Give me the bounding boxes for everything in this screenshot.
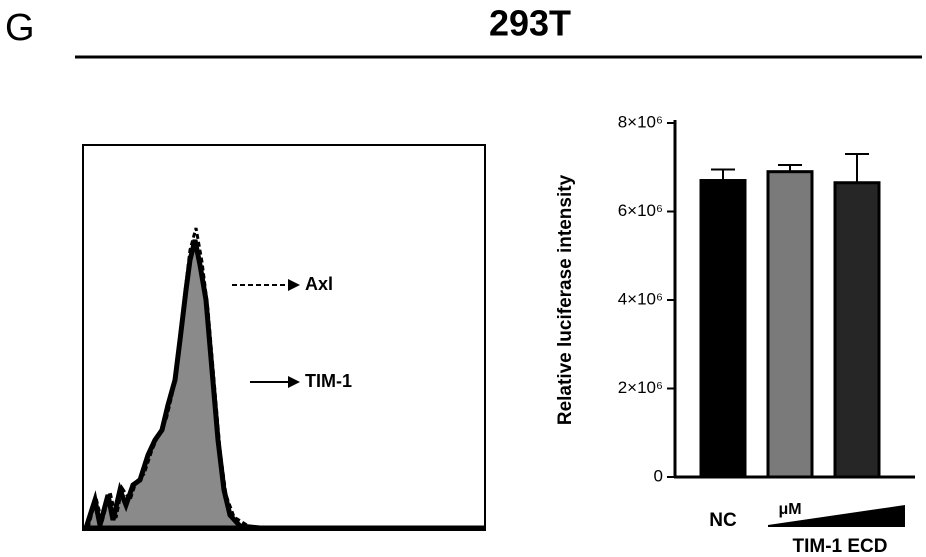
panel-label: G xyxy=(5,7,35,49)
group-unit: μM xyxy=(778,501,801,518)
bar xyxy=(699,179,747,479)
title: 293T xyxy=(489,3,571,44)
x-tick-label: NC xyxy=(709,510,737,531)
concentration-wedge xyxy=(768,505,905,527)
tim1-curve xyxy=(82,239,484,531)
bar xyxy=(833,181,881,479)
axl-curve xyxy=(86,227,485,530)
y-tick-label: 6×10⁶ xyxy=(618,201,663,220)
y-axis-label: Relative luciferase intensity xyxy=(555,174,576,425)
bar xyxy=(766,170,814,479)
group-label: TIM-1 ECD xyxy=(793,536,888,557)
y-tick-label: 0 xyxy=(654,466,663,485)
y-tick-label: 8×10⁶ xyxy=(618,112,663,131)
arrow-head xyxy=(288,279,300,291)
y-tick-label: 2×10⁶ xyxy=(618,378,663,397)
arrow-head xyxy=(288,376,300,388)
y-tick-label: 4×10⁶ xyxy=(618,289,663,308)
bar-chart: Relative luciferase intensity μM TIM-1 E… xyxy=(555,120,915,557)
axl-label: Axl xyxy=(305,274,333,294)
tim1-label: TIM-1 xyxy=(305,371,352,391)
